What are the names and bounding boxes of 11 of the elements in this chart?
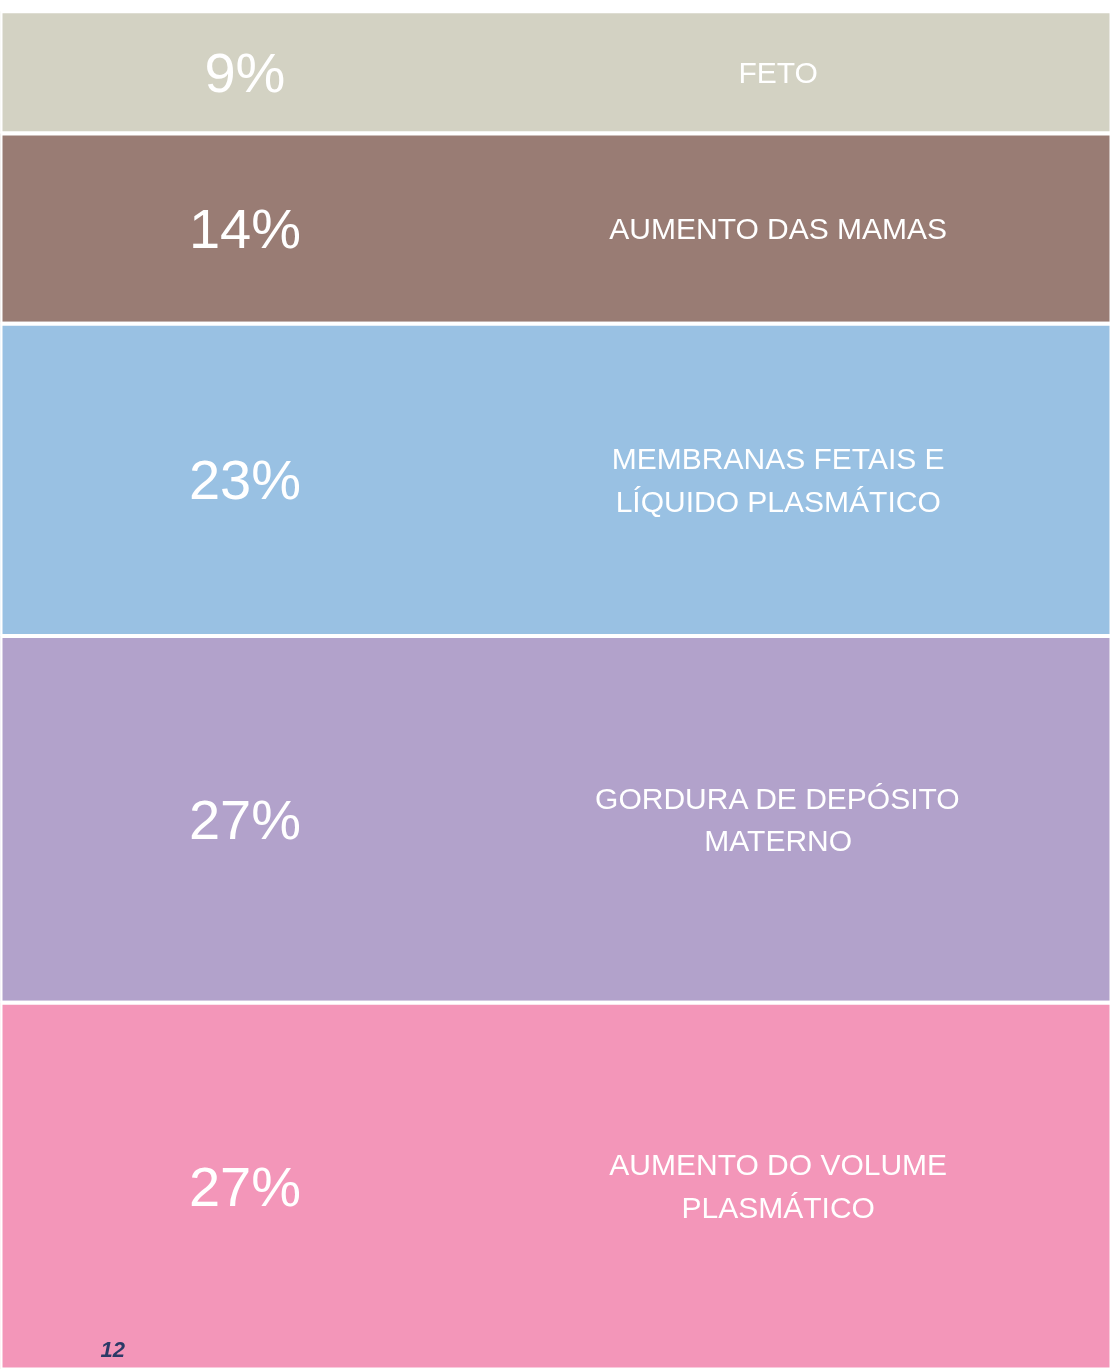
category-label: MEMBRANAS FETAIS E LÍQUIDO PLASMÁTICO (611, 441, 945, 518)
data-label: 14% (188, 197, 301, 261)
category-label: GORDURA DE DEPÓSITO MATERNO (595, 781, 960, 858)
data-label: 23% (188, 448, 301, 512)
category-label: AUMENTO DAS MAMAS (609, 212, 948, 246)
data-label: 27% (188, 1154, 301, 1218)
data-label: 9% (204, 40, 286, 104)
category-label: AUMENTO DO VOLUME PLASMÁTICO (609, 1148, 948, 1225)
text: 12 (100, 1336, 126, 1362)
data-label: 27% (188, 787, 301, 851)
category-label: FETO (738, 55, 818, 89)
